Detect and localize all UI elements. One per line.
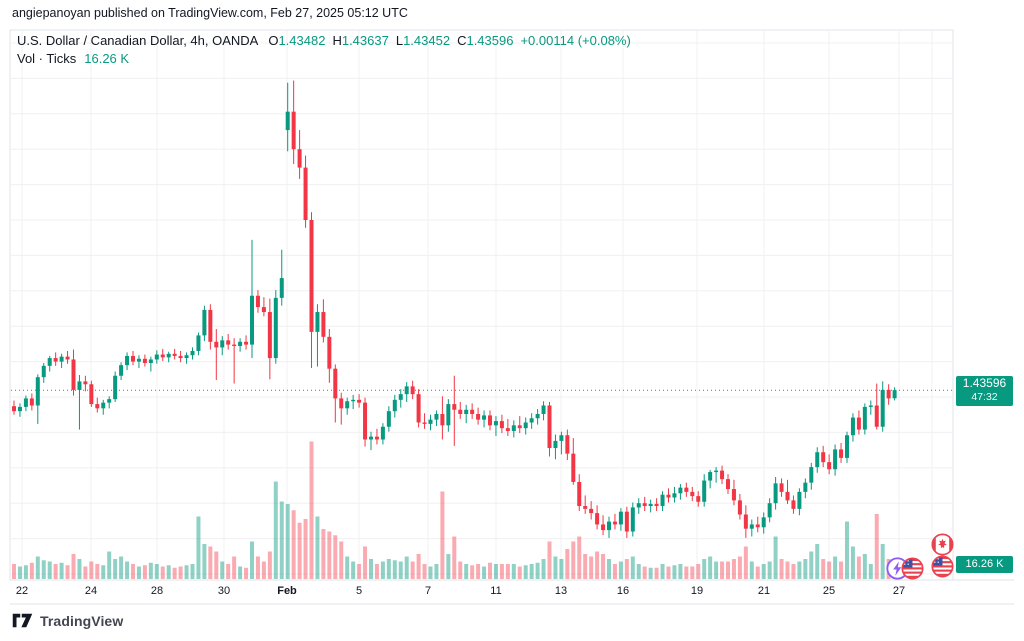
time-tick-label: 13 (554, 585, 568, 597)
volume-badge: 16.26 K (956, 556, 1013, 573)
volume-indicator-icon (886, 557, 909, 580)
close-label: C (457, 33, 467, 48)
time-tick-label: Feb (277, 585, 297, 597)
time-tick-label: 5 (355, 585, 363, 597)
time-tick-label: 16 (616, 585, 630, 597)
time-tick-label: 22 (15, 585, 29, 597)
bar-countdown: 47:32 (971, 391, 998, 403)
time-tick-label: 25 (822, 585, 836, 597)
legend-volume-row[interactable]: Vol · Ticks 16.26 K (17, 51, 631, 66)
last-price-badge-value: 1.43596 (962, 376, 1007, 390)
last-price-badge: 1.43596 47:32 (956, 376, 1013, 406)
canada-flag-icon (931, 533, 954, 556)
volume-value: 16.26 K (84, 51, 130, 66)
tradingview-logo-icon (12, 613, 33, 628)
high-value: 1.43637 (341, 33, 389, 48)
time-tick-label: 19 (690, 585, 704, 597)
close-value: 1.43596 (466, 33, 514, 48)
time-tick-label: 28 (150, 585, 164, 597)
open-value: 1.43482 (278, 33, 326, 48)
change-value: +0.00114 (+0.08%) (520, 33, 631, 48)
time-tick-label: 7 (424, 585, 432, 597)
time-tick-label: 27 (892, 585, 906, 597)
symbol-title: U.S. Dollar / Canadian Dollar, 4h, OANDA (17, 33, 259, 48)
chart-legend: U.S. Dollar / Canadian Dollar, 4h, OANDA… (17, 33, 631, 66)
low-value: 1.43452 (403, 33, 451, 48)
time-tick-label: 30 (217, 585, 231, 597)
time-tick-label: 24 (84, 585, 98, 597)
time-axis[interactable]: 22 24 28 30 Feb 5 7 11 13 16 19 21 25 27 (10, 580, 1014, 604)
time-tick-label: 11 (490, 585, 502, 597)
footer-brand[interactable]: TradingView (12, 612, 123, 629)
us-flag-icon (901, 557, 924, 580)
attribution-text: angiepanoyan published on TradingView.co… (12, 6, 408, 20)
legend-symbol-row[interactable]: U.S. Dollar / Canadian Dollar, 4h, OANDA… (17, 33, 631, 48)
us-flag-icon (931, 555, 954, 578)
price-axis[interactable]: 1.485001.480001.475001.470001.465001.460… (953, 30, 1024, 580)
footer-brand-text: TradingView (40, 612, 124, 629)
volume-indicator-label: Vol · Ticks (17, 51, 77, 66)
high-label: H (332, 33, 342, 48)
open-label: O (268, 33, 279, 48)
low-label: L (395, 33, 404, 48)
time-tick-label: 21 (757, 585, 771, 597)
